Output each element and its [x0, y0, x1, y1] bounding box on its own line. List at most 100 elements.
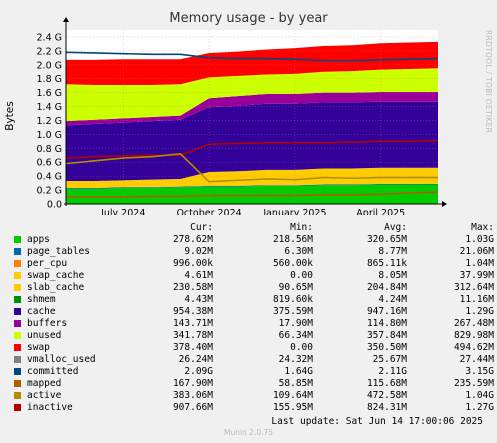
legend-swatch: [14, 404, 21, 411]
munin-version: Munin 2.0.75: [223, 428, 274, 437]
legend-cur: 230.58M: [172, 282, 213, 293]
legend-swatch: [14, 344, 21, 351]
legend-min: 218.56M: [272, 234, 313, 245]
y-tick-label: 0.2 G: [37, 186, 63, 197]
legend-swatch: [14, 332, 21, 339]
y-tick-label: 0.8 G: [37, 144, 63, 155]
x-tick-label: January 2025: [262, 208, 326, 215]
legend-avg: 2.11G: [378, 366, 407, 377]
legend-max: 3.15G: [465, 366, 494, 377]
legend-avg: 8.77M: [378, 246, 407, 257]
header-min: Min:: [290, 222, 313, 233]
line-mapped: [66, 191, 439, 198]
y-tick-label: 1.6 G: [37, 88, 63, 99]
chart-title: Memory usage - by year: [169, 11, 328, 26]
legend-cur: 954.38M: [172, 306, 213, 317]
legend-cur: 378.40M: [172, 342, 213, 353]
y-tick-label: 0.0: [47, 200, 62, 211]
legend-item-inactive: inactive 907.66M 155.95M 824.31M 1.27G: [14, 402, 494, 414]
area-unused: [66, 68, 438, 122]
legend-swatch: [14, 272, 21, 279]
legend-name: mapped: [27, 378, 62, 389]
y-tick-label: 1.0 G: [37, 130, 63, 141]
legend-name: swap_cache: [27, 270, 85, 281]
legend-name: committed: [27, 366, 79, 377]
line-series: [65, 51, 439, 198]
legend-min: 0.00: [290, 270, 313, 281]
legend-avg: 357.84M: [366, 330, 407, 341]
legend-avg: 8.05M: [378, 270, 407, 281]
legend-max: 235.59M: [453, 378, 494, 389]
legend-cur: 907.66M: [172, 402, 213, 413]
legend-item-shmem: shmem 4.43M 819.60k 4.24M 11.16M: [14, 294, 494, 306]
legend-min: 155.95M: [272, 402, 313, 413]
legend-header: Cur: Min: Avg: Max:: [14, 222, 494, 234]
x-tick-label: October 2024: [176, 208, 241, 215]
legend-item-swap: swap 378.40M 0.00 350.50M 494.62M: [14, 342, 494, 354]
legend-name: per_cpu: [27, 258, 68, 269]
legend-min: 109.64M: [272, 390, 313, 401]
legend-avg: 320.65M: [366, 234, 407, 245]
legend-max: 829.98M: [453, 330, 494, 341]
y-tick-label: 0.6 G: [37, 158, 63, 169]
legend-avg: 204.84M: [366, 282, 407, 293]
legend-swatch: [14, 356, 21, 363]
legend-swatch: [14, 260, 21, 267]
legend-min: 58.85M: [278, 378, 313, 389]
legend-item-mapped: mapped 167.90M 58.85M 115.68M 235.59M: [14, 378, 494, 390]
legend-item-slab-cache: slab_cache 230.58M 90.65M 204.84M 312.64M: [14, 282, 494, 294]
legend-max: 494.62M: [453, 342, 494, 353]
legend-avg: 472.58M: [366, 390, 407, 401]
legend-name: unused: [27, 330, 62, 341]
legend-max: 267.48M: [453, 318, 494, 329]
legend-min: 6.30M: [284, 246, 313, 257]
area-slab-cache: [66, 167, 438, 188]
line-inactive: [65, 139, 439, 159]
legend-swatch: [14, 392, 21, 399]
legend-name: apps: [27, 234, 50, 245]
y-axis-arrow: [63, 17, 69, 22]
legend-name: page_tables: [27, 246, 90, 257]
legend-item-buffers: buffers 143.71M 17.90M 114.80M 267.48M: [14, 318, 494, 330]
legend-swatch: [14, 296, 21, 303]
area-apps: [66, 184, 438, 204]
legend-avg: 114.80M: [366, 318, 407, 329]
legend-min: 819.60k: [272, 294, 313, 305]
legend-avg: 350.50M: [366, 342, 407, 353]
area-page-tables: [66, 183, 438, 189]
legend-cur: 341.78M: [172, 330, 213, 341]
legend-min: 1.64G: [284, 366, 313, 377]
legend-swatch: [14, 248, 21, 255]
x-axis-arrow: [442, 201, 447, 207]
legend-item-active: active 383.06M 109.64M 472.58M 1.04G: [14, 390, 494, 402]
header-cur: Cur:: [190, 222, 213, 233]
legend-max: 1.27G: [465, 402, 494, 413]
legend-max: 37.99M: [459, 270, 494, 281]
legend-min: 375.59M: [272, 306, 313, 317]
legend-name: vmalloc_used: [27, 354, 96, 365]
y-tick-label: 2.0 G: [37, 60, 63, 71]
legend-swatch: [14, 320, 21, 327]
legend-avg: 824.31M: [366, 402, 407, 413]
y-ticks: 0.0 0.2 G 0.4 G 0.6 G 0.8 G 1.0 G 1.2 G 1.4 G 1.…: [37, 32, 63, 210]
legend-item-per-cpu: per_cpu 996.00k 560.00k 865.11k 1.04M: [14, 258, 494, 270]
legend-cur: 143.71M: [172, 318, 213, 329]
legend-name: shmem: [27, 294, 56, 305]
legend-max: 1.04G: [465, 390, 494, 401]
grid-lines: [66, 30, 438, 204]
legend-max: 21.06M: [459, 246, 494, 257]
legend-avg: 115.68M: [366, 378, 407, 389]
legend-item-cache: cache 954.38M 375.59M 947.16M 1.29G: [14, 306, 494, 318]
x-ticks: July 2024 October 2024 January 2025 April 2…: [100, 208, 405, 215]
legend-avg: 4.24M: [378, 294, 407, 305]
legend-cur: 26.24M: [178, 354, 213, 365]
legend-swatch: [14, 236, 21, 243]
legend-cur: 2.09G: [184, 366, 213, 377]
legend-item-swap-cache: swap_cache 4.61M 0.00 8.05M 37.99M: [14, 270, 494, 282]
legend-max: 1.04M: [465, 258, 494, 269]
area-cache: [66, 101, 438, 182]
legend-item-committed: committed 2.09G 1.64G 2.11G 3.15G: [14, 366, 494, 378]
legend-cur: 4.61M: [184, 270, 213, 281]
chart-svg: 0.0 0.2 G 0.4 G 0.6 G 0.8 G 1.0 G 1.2 G 1.4 G 1.…: [37, 17, 447, 215]
